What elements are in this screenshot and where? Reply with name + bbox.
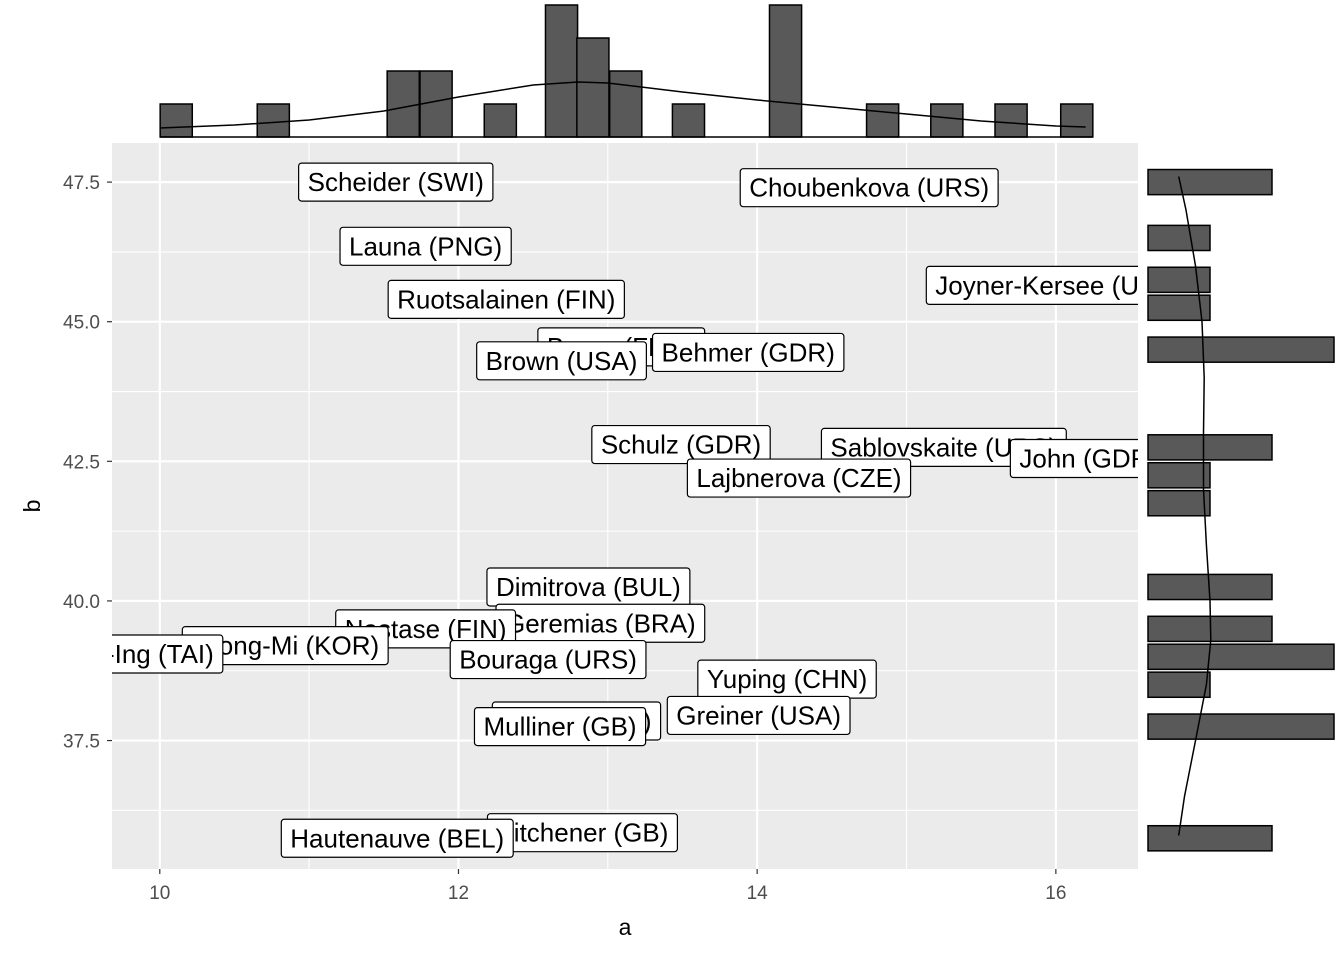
- top-histogram-bar: [994, 103, 1028, 138]
- point-label-box: [1009, 438, 1138, 479]
- point-label: Scheider (SWI): [298, 162, 494, 202]
- point-label-text: Ruotsalainen (FIN): [397, 284, 615, 314]
- right-histogram-bar: [1147, 266, 1211, 294]
- point-label: John (GDR): [1009, 438, 1158, 479]
- right-histogram-bar: [1147, 713, 1335, 740]
- y-tick-label: 42.5: [63, 452, 100, 473]
- top-histogram-bar: [608, 70, 643, 138]
- point-label: Schulz (GDR): [591, 424, 771, 465]
- y-tick-label: 40.0: [63, 592, 100, 613]
- right-histogram-bar: [1147, 671, 1211, 699]
- x-tick-label: 16: [1045, 883, 1066, 904]
- point-label-box: [339, 226, 512, 266]
- point-label: Brown (USA): [476, 341, 647, 381]
- point-label-text: Launa (PNG): [349, 231, 502, 261]
- top-density-curve: [159, 81, 1086, 129]
- y-tick-label: 45.0: [63, 313, 100, 334]
- point-label-text: Yuping (CHN): [707, 664, 867, 694]
- right-histogram-bar: [1147, 168, 1273, 196]
- point-label: Lajbnerova (CZE): [686, 458, 912, 498]
- point-label-box: [591, 424, 771, 465]
- point-label-text: Brown (USA): [486, 346, 638, 376]
- point-label-box: [739, 168, 999, 208]
- y-tick-label: 47.5: [63, 173, 100, 194]
- point-label: Yuping (CHN): [697, 659, 877, 699]
- y-tick-label: 37.5: [63, 732, 100, 753]
- axes: 10 12 14 16 37.5 40.0 42.5 45.0 47.5: [63, 173, 1066, 904]
- x-tick-label: 10: [149, 883, 170, 904]
- point-label-text: Joyner-Kersee (USA): [935, 270, 1182, 300]
- right-histogram-bar: [1147, 643, 1335, 671]
- right-histogram-bar: [1147, 434, 1273, 461]
- point-label: Joyner-Kersee (USA): [925, 265, 1182, 306]
- point-label-box: [686, 458, 912, 498]
- point-label: Behmer (GDR): [651, 332, 845, 373]
- x-axis-title: a: [619, 914, 632, 940]
- point-label: Jeong-Mi (KOR): [181, 626, 389, 666]
- point-label-text: Scheider (SWI): [308, 167, 484, 197]
- point-label-box: [651, 332, 845, 373]
- top-histogram-bar: [671, 103, 706, 138]
- point-label: Greiner (USA): [666, 695, 851, 736]
- right-marginal-histogram-bars: [1147, 168, 1335, 852]
- point-label-text: Behmer (GDR): [662, 337, 835, 367]
- point-label-text: Schulz (GDR): [601, 430, 761, 460]
- right-histogram-bar: [1147, 336, 1335, 363]
- point-label: Geremias (BRA): [495, 603, 706, 643]
- point-label-text: Kitchener (GB): [496, 818, 668, 848]
- point-label-text: Bouraga (URS): [459, 645, 637, 675]
- x-tick-label: 14: [747, 883, 769, 904]
- top-marginal-histogram: [159, 4, 1094, 138]
- point-label: Launa (PNG): [339, 226, 512, 266]
- point-label-box: [449, 639, 647, 680]
- top-histogram-bar: [576, 37, 610, 138]
- top-histogram-bar: [483, 103, 518, 138]
- point-labels: Scheider (SWI) Choubenkova (URS) Launa (PN…: [67, 162, 1182, 858]
- point-label-box: [476, 341, 647, 381]
- point-label: Dimitrova (BUL): [486, 567, 691, 607]
- point-label-text: John (GDR): [1019, 444, 1158, 474]
- top-histogram-bar: [768, 4, 803, 138]
- point-label-box: [666, 695, 851, 736]
- point-label-text: Mulliner (GB): [483, 712, 636, 742]
- point-label: Kitchener (GB): [486, 813, 679, 853]
- point-label-box: [387, 279, 625, 319]
- point-label-text: Choubenkova (URS): [749, 173, 989, 203]
- point-label-text: Geremias (BRA): [505, 608, 696, 638]
- top-histogram-bar: [256, 103, 291, 138]
- top-histogram-bar: [930, 103, 964, 138]
- point-label-text: Greiner (USA): [676, 700, 841, 730]
- top-histogram-bar: [865, 103, 900, 138]
- y-axis-title: b: [19, 500, 45, 513]
- right-density-curve: [1177, 176, 1212, 836]
- right-histogram-bar: [1147, 461, 1211, 489]
- top-histogram-bar: [544, 4, 579, 138]
- right-histogram-bar: [1147, 224, 1211, 252]
- point-label-box: [473, 706, 647, 747]
- top-histogram-bar: [386, 70, 421, 138]
- point-label: Ruotsalainen (FIN): [387, 279, 625, 319]
- top-histogram-bar: [159, 103, 194, 138]
- point-label: Choubenkova (URS): [739, 168, 999, 208]
- point-label: Hautenauve (BEL): [280, 818, 514, 858]
- point-label-box: [280, 818, 514, 858]
- right-histogram-bar: [1147, 824, 1273, 852]
- point-label-box: [112, 634, 224, 674]
- point-label-text: Hui-Ing (TAI): [67, 639, 214, 669]
- top-histogram-bar: [1059, 103, 1094, 138]
- panel-background: [112, 143, 1138, 869]
- point-label-text: Lajbnerova (CZE): [696, 463, 901, 493]
- right-histogram-bar: [1147, 489, 1211, 517]
- point-label: Bouraga (URS): [449, 639, 647, 680]
- point-label: Hui-Ing (TAI): [67, 634, 224, 674]
- x-tick-label: 12: [448, 883, 469, 904]
- point-label: Mulliner (GB): [473, 706, 647, 747]
- point-label-text: Hautenauve (BEL): [290, 823, 504, 853]
- point-label-text: Dimitrova (BUL): [496, 572, 681, 602]
- plot-panel: [112, 143, 1138, 869]
- point-label-box: [925, 265, 1138, 306]
- point-label-box: [298, 162, 494, 202]
